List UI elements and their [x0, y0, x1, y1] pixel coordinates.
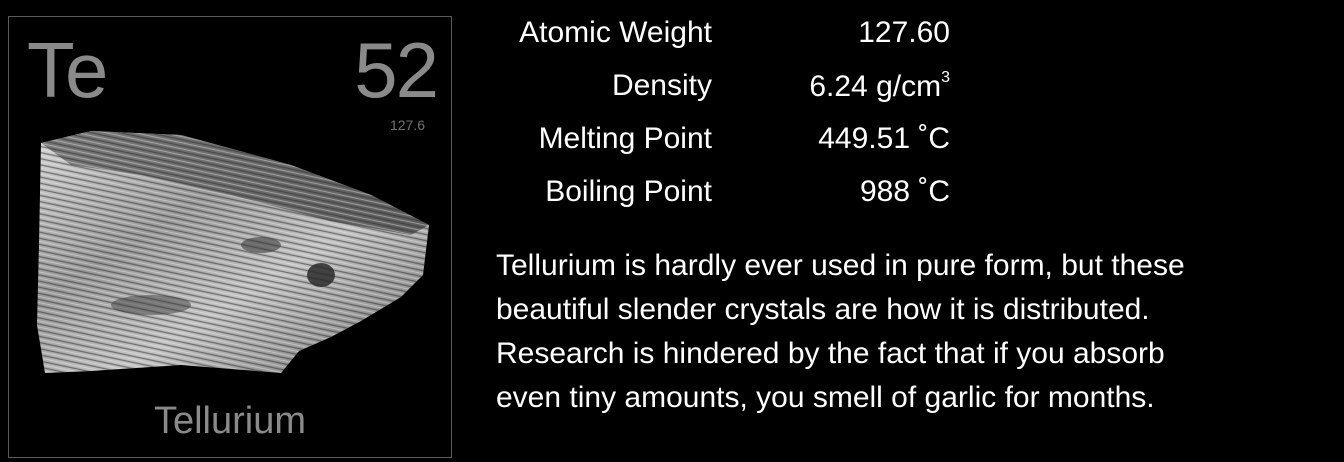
property-row-melting-point: Melting Point 449.51 ˚C — [470, 118, 970, 171]
element-symbol: Te — [27, 26, 108, 114]
description-line: even tiny amounts, you smell of garlic f… — [496, 381, 1155, 414]
description-line: beautiful slender crystals are how it is… — [496, 293, 1150, 326]
element-name: Tellurium — [153, 400, 307, 442]
property-label: Melting Point — [538, 122, 712, 155]
density-number: 6.24 — [809, 70, 868, 103]
density-unit: g/cm — [876, 70, 942, 103]
property-row-boiling-point: Boiling Point 988 ˚C — [470, 171, 970, 224]
density-unit-exponent: 3 — [941, 69, 950, 86]
property-value: 6.24 g/cm3 — [809, 69, 950, 104]
property-value: 449.51 ˚C — [818, 122, 950, 155]
property-label: Density — [611, 69, 712, 102]
property-row-density: Density 6.24 g/cm3 — [470, 65, 970, 118]
element-description: Tellurium is hardly ever used in pure fo… — [496, 244, 1296, 420]
property-label: Atomic Weight — [519, 16, 712, 49]
tellurium-specimen-image — [37, 131, 429, 373]
property-value: 127.60 — [858, 16, 950, 49]
property-label: Boiling Point — [545, 175, 712, 208]
property-value: 988 ˚C — [859, 175, 950, 208]
description-line: Research is hindered by the fact that if… — [496, 337, 1165, 370]
description-line: Tellurium is hardly ever used in pure fo… — [496, 249, 1185, 282]
atomic-number: 52 — [354, 26, 439, 114]
tile-atomic-weight: 127.6 — [389, 117, 425, 133]
properties-table: Atomic Weight 127.60 Density 6.24 g/cm3 … — [470, 12, 970, 224]
property-row-atomic-weight: Atomic Weight 127.60 — [470, 12, 970, 65]
element-tile: Te 52 127.6 Tellurium — [8, 16, 452, 458]
